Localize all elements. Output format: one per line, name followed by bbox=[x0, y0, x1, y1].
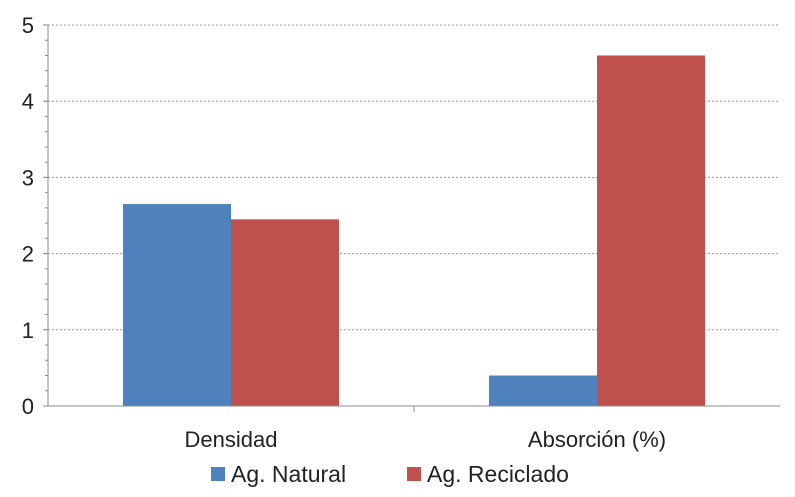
legend-label: Ag. Natural bbox=[231, 461, 346, 487]
x-category-label: Absorción (%) bbox=[528, 427, 666, 452]
x-category-label: Densidad bbox=[185, 427, 278, 452]
bars bbox=[123, 55, 705, 406]
y-tick-label: 5 bbox=[22, 13, 34, 38]
y-tick-label: 2 bbox=[22, 242, 34, 267]
y-tick-label: 4 bbox=[22, 89, 34, 114]
bar-natural bbox=[489, 375, 597, 406]
y-tick-label: 1 bbox=[22, 318, 34, 343]
y-tick-label: 3 bbox=[22, 165, 34, 190]
legend: Ag. Natural Ag. Reciclado bbox=[211, 461, 569, 487]
bar-reciclado bbox=[231, 219, 339, 406]
legend-swatch bbox=[407, 467, 421, 481]
tick-labels: 0 1 2 3 4 5 Densidad Absorción (%) bbox=[22, 13, 666, 452]
bar-reciclado bbox=[597, 55, 705, 406]
bar-natural bbox=[123, 204, 231, 406]
y-tick-label: 0 bbox=[22, 394, 34, 419]
legend-swatch bbox=[211, 467, 225, 481]
axes bbox=[43, 24, 780, 412]
legend-label: Ag. Reciclado bbox=[427, 461, 569, 487]
